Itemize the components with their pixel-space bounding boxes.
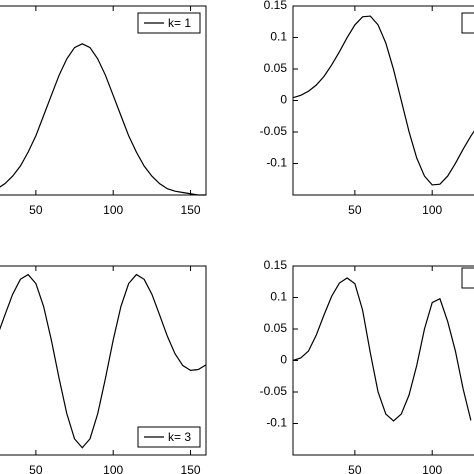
legend-box-cut (461, 12, 474, 34)
axes-frame (0, 265, 207, 456)
x-tick-label: 150 (181, 463, 201, 474)
x-tick-label: 50 (348, 203, 362, 217)
x-tick-label: 50 (29, 203, 43, 217)
x-tick-label: 50 (348, 463, 362, 474)
x-tick-label: 50 (29, 463, 43, 474)
data-line (292, 15, 474, 186)
legend-label: k= 1 (168, 16, 191, 30)
y-tick-label: 0.1 (270, 290, 287, 304)
y-tick-label: 0.1 (270, 30, 287, 44)
axes-frame (292, 265, 474, 456)
subplot: 50 100 150 k= 1 (0, 5, 207, 217)
x-tick-label: 100 (422, 203, 442, 217)
y-tick-label: -0.05 (260, 384, 288, 398)
y-tick-label: 0 (280, 93, 287, 107)
y-tick-label: -0.1 (266, 416, 287, 430)
legend-box (137, 426, 201, 448)
x-tick-label: 100 (103, 203, 123, 217)
y-tick-label: -0.1 (266, 156, 287, 170)
legend-label: k= 3 (168, 430, 191, 444)
data-line (0, 273, 207, 449)
axes-frame (0, 5, 207, 196)
y-tick-label: 0.15 (264, 258, 288, 272)
legend-box (137, 12, 201, 34)
x-tick-label: 100 (103, 463, 123, 474)
y-tick-label: 0 (280, 353, 287, 367)
y-tick-label: 0.15 (264, 0, 288, 12)
subplot: 50 100 150 k= 3 (0, 265, 207, 474)
data-line (292, 277, 472, 422)
y-tick-label: 0.05 (264, 61, 288, 75)
x-tick-label: 100 (422, 463, 442, 474)
x-tick-label: 150 (181, 203, 201, 217)
legend-box-cut (461, 267, 474, 289)
y-tick-label: 0.05 (264, 321, 288, 335)
data-line (0, 43, 206, 196)
y-tick-label: -0.05 (260, 124, 288, 138)
axes-frame (292, 5, 474, 196)
